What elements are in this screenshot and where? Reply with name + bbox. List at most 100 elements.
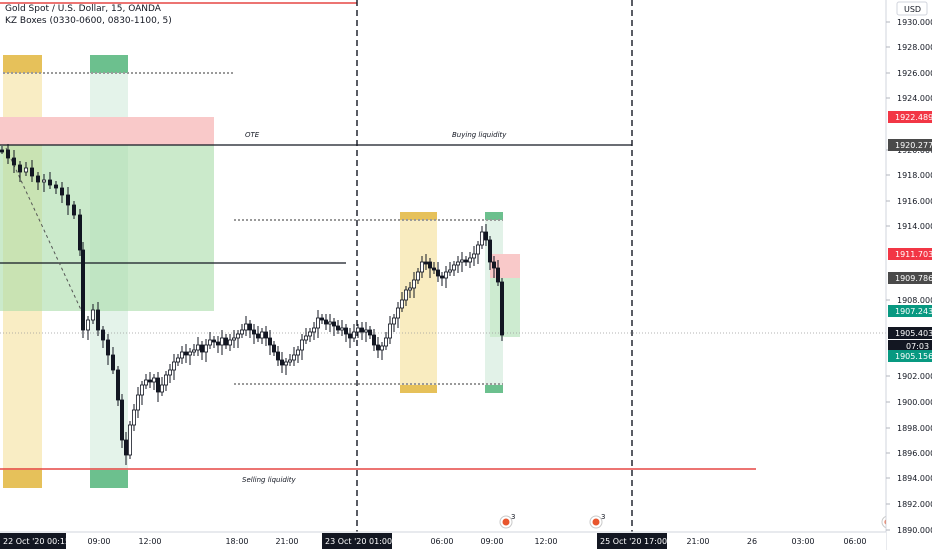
price-tag: 1907.243 xyxy=(888,305,932,317)
candle xyxy=(11,150,16,173)
candle xyxy=(91,304,96,324)
position-reward-box xyxy=(490,278,520,337)
currency-button[interactable]: USD xyxy=(896,1,928,16)
price-axis-label: 1926.000 xyxy=(897,69,932,78)
svg-text:25 Oct '20 17:00: 25 Oct '20 17:00 xyxy=(600,537,667,546)
price-axis-label: 1930.000 xyxy=(897,18,932,27)
candle xyxy=(455,256,460,273)
candle xyxy=(203,339,208,362)
candle xyxy=(479,226,484,249)
candle xyxy=(279,352,284,373)
svg-text:1905.403: 1905.403 xyxy=(895,329,932,338)
candle xyxy=(315,310,320,338)
candle xyxy=(54,181,59,194)
candle xyxy=(235,330,240,348)
candle xyxy=(427,258,432,278)
candle xyxy=(6,144,11,164)
price-axis-label: 1924.000 xyxy=(897,94,932,103)
candle xyxy=(215,336,220,353)
candle xyxy=(495,260,500,286)
candle xyxy=(23,162,28,176)
candle xyxy=(96,302,101,336)
time-axis-label: 18:00 xyxy=(225,537,248,546)
time-axis-label: 26 xyxy=(747,537,757,546)
candle xyxy=(243,316,248,336)
candle xyxy=(439,272,444,286)
candle xyxy=(487,236,492,270)
candle xyxy=(29,160,34,182)
candle xyxy=(415,268,420,284)
candle xyxy=(399,292,404,312)
time-axis-label: 06:00 xyxy=(843,537,866,546)
candle xyxy=(175,354,180,366)
economic-event-badge-1[interactable]: 3 xyxy=(499,513,515,529)
price-tag: 1905.156 xyxy=(888,350,932,362)
candle xyxy=(283,358,288,375)
time-axis-label: 12:00 xyxy=(534,537,557,546)
candle xyxy=(255,326,260,342)
candle xyxy=(195,337,200,356)
svg-text:USD: USD xyxy=(904,5,921,14)
candle xyxy=(391,314,396,332)
kz-boxes xyxy=(0,55,520,488)
svg-text:1920.277: 1920.277 xyxy=(895,141,932,150)
swing-trend-line xyxy=(5,147,83,313)
candle xyxy=(327,314,332,332)
svg-text:3: 3 xyxy=(511,513,515,521)
time-axis-label: 21:00 xyxy=(275,537,298,546)
svg-text:1905.156: 1905.156 xyxy=(895,352,932,361)
candle xyxy=(187,348,192,365)
time-axis-highlight: 23 Oct '20 01:00 xyxy=(322,533,392,549)
price-axis-label: 1928.000 xyxy=(897,43,932,52)
price-axis-label: 1908.000 xyxy=(897,296,932,305)
candle xyxy=(291,347,296,366)
candle xyxy=(183,344,188,363)
price-tag: 07:03 xyxy=(888,340,932,352)
candle xyxy=(263,326,268,346)
price-axis-label: 1890.000 xyxy=(897,526,932,535)
candle xyxy=(106,334,111,365)
price-tag: 1905.403 xyxy=(888,327,932,339)
candle xyxy=(251,324,256,344)
asia-killzone-bottom-tag-2 xyxy=(400,385,437,393)
time-axis-label: 21:00 xyxy=(686,537,709,546)
price-axis-label: 1902.000 xyxy=(897,372,932,381)
london-killzone-top-tag-2 xyxy=(485,212,503,220)
candle xyxy=(483,224,488,246)
candle xyxy=(124,432,129,465)
candle xyxy=(287,354,292,366)
candle xyxy=(72,201,77,219)
candle xyxy=(311,322,316,340)
time-axis[interactable]: 09:00 12:00 18:00 21:00 06:00 09:00 12:00 21:00… xyxy=(0,531,886,550)
candle xyxy=(66,187,71,215)
candle xyxy=(435,262,440,282)
time-axis-label: 03:00 xyxy=(791,537,814,546)
candle xyxy=(171,354,176,380)
candle xyxy=(143,374,148,389)
candle xyxy=(151,374,156,390)
candle xyxy=(78,209,83,256)
candle xyxy=(331,318,336,336)
asia-killzone-top-tag-2 xyxy=(400,212,437,220)
candle xyxy=(423,254,428,270)
candle xyxy=(60,182,65,203)
indicator-legend[interactable]: KZ Boxes (0330-0600, 0830-1100, 5) xyxy=(5,16,172,26)
candle xyxy=(491,256,496,278)
selling-liquidity-label: Selling liquidity xyxy=(242,476,297,484)
candle xyxy=(81,242,86,338)
candle xyxy=(303,328,308,344)
candle xyxy=(179,346,184,364)
candle xyxy=(443,266,448,288)
candle xyxy=(467,252,472,268)
range-lines xyxy=(3,72,503,385)
candle xyxy=(86,316,91,340)
price-axis[interactable]: 1930.0001928.0001926.0001924.0001920.000… xyxy=(885,0,932,550)
price-axis-label: 1916.000 xyxy=(897,197,932,206)
candle xyxy=(155,372,160,402)
symbol-title: Gold Spot / U.S. Dollar, 15, OANDA xyxy=(5,4,161,14)
candle xyxy=(323,314,328,330)
asia-killzone-bottom-tag-1 xyxy=(3,470,42,488)
price-tag: 1909.786 xyxy=(888,272,932,284)
economic-event-badge-2[interactable]: 3 xyxy=(589,513,605,529)
